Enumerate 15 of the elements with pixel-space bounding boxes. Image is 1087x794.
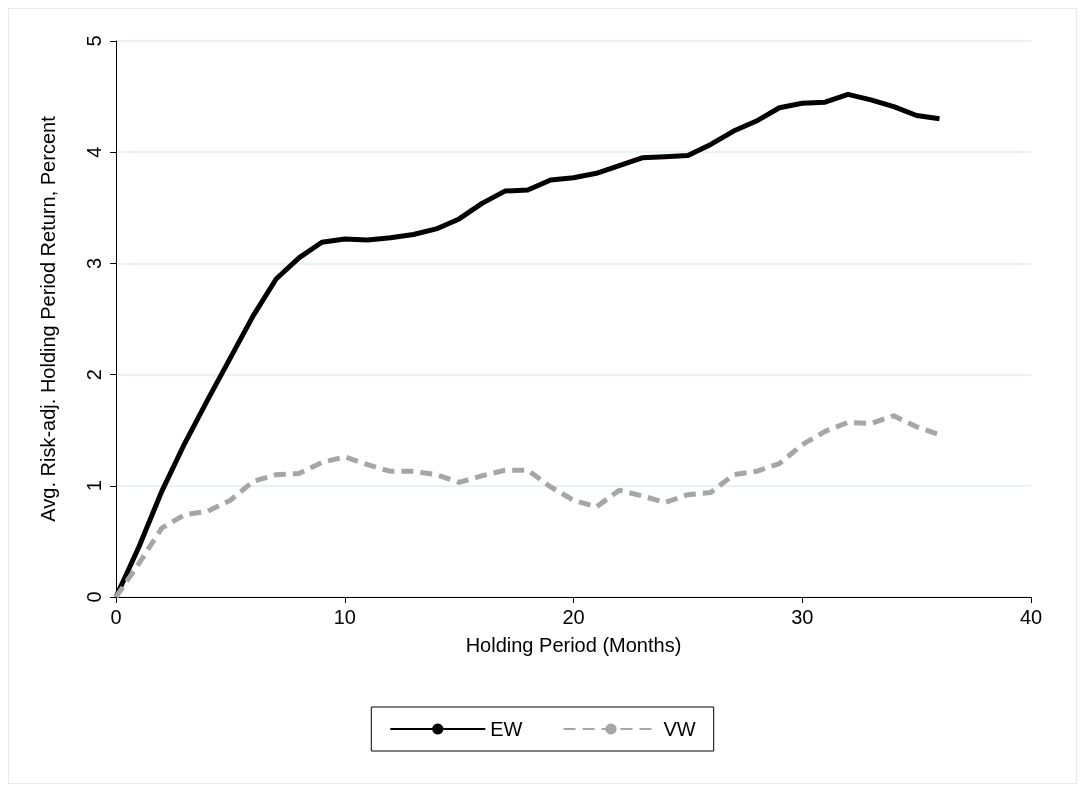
- legend-label: VW: [663, 718, 696, 740]
- x-tick-label: 10: [333, 606, 356, 628]
- y-tick-label: 0: [83, 591, 105, 603]
- x-tick-label: 40: [1019, 606, 1043, 628]
- y-tick-label: 1: [83, 480, 105, 492]
- y-tick-label: 5: [83, 35, 105, 47]
- x-tick-label: 0: [110, 606, 122, 628]
- y-tick-label: 2: [83, 369, 105, 381]
- x-axis-title: Holding Period (Months): [465, 634, 682, 656]
- y-tick-label: 3: [83, 257, 105, 269]
- x-tick-label: 30: [791, 606, 814, 628]
- y-axis-title: Avg. Risk-adj. Holding Period Return, Percent: [37, 115, 59, 522]
- legend-label: EW: [490, 718, 523, 740]
- y-tick-label: 4: [83, 146, 105, 158]
- x-tick-label: 20: [562, 606, 585, 628]
